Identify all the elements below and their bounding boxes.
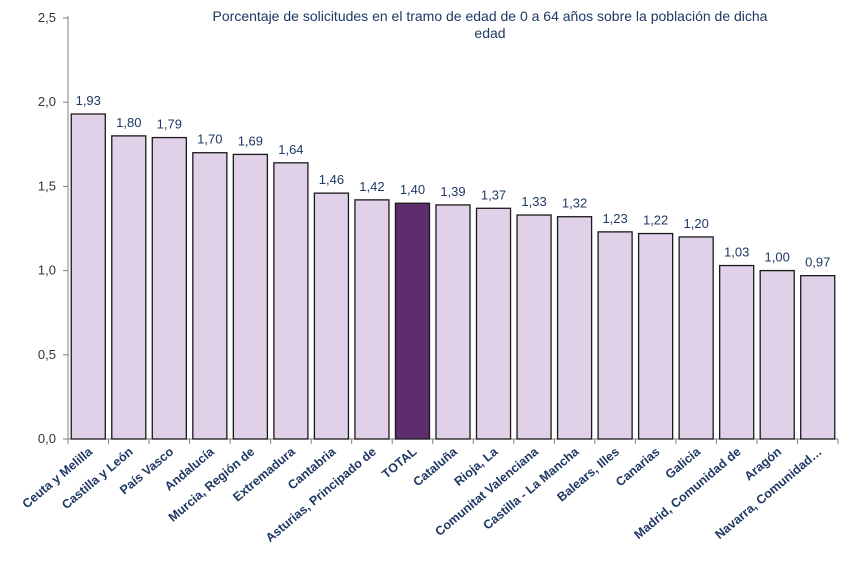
bar xyxy=(678,236,714,440)
bar xyxy=(394,202,431,440)
data-label: 1,00 xyxy=(765,250,790,265)
y-tick-label: 1,0 xyxy=(38,263,56,278)
data-label: 1,32 xyxy=(562,196,587,211)
bar xyxy=(232,153,269,440)
x-tick-label: Castilla y León xyxy=(59,445,136,512)
data-label: 1,46 xyxy=(319,172,344,187)
bar xyxy=(192,152,228,440)
data-label: 1,20 xyxy=(684,216,709,231)
bar xyxy=(435,204,471,440)
data-label: 1,40 xyxy=(400,182,425,197)
bar xyxy=(556,216,593,440)
bar xyxy=(516,214,552,440)
y-tick-label: 0,0 xyxy=(38,431,56,446)
chart-title-line-2: edad xyxy=(474,25,506,41)
data-label: 1,22 xyxy=(643,213,668,228)
bar xyxy=(313,192,350,440)
bar xyxy=(273,162,309,440)
data-label: 1,93 xyxy=(76,93,101,108)
x-tick-label: Cataluña xyxy=(410,444,460,489)
data-label: 1,33 xyxy=(521,194,546,209)
bar xyxy=(151,136,187,440)
data-label: 1,23 xyxy=(602,211,627,226)
data-label: 1,42 xyxy=(359,179,384,194)
bar xyxy=(719,264,755,440)
bar xyxy=(475,207,512,440)
bar xyxy=(759,269,795,440)
data-label: 1,80 xyxy=(116,115,141,130)
data-label: 0,97 xyxy=(805,255,830,270)
bar xyxy=(354,199,390,440)
bar xyxy=(111,135,147,440)
chart-value-labels: 1,93 1,80 1,79 1,70 1,69 1,64 1,46 1,42 1,40 1,39… xyxy=(76,93,831,270)
chart-bars xyxy=(70,113,836,440)
bar xyxy=(70,113,106,440)
data-label: 1,03 xyxy=(724,245,749,260)
chart-title-line-1: Porcentaje de solicitudes en el tramo de… xyxy=(212,8,768,24)
data-label: 1,79 xyxy=(157,117,182,132)
y-tick-label: 1,5 xyxy=(38,178,56,193)
x-tick-label: Canarias xyxy=(613,445,662,490)
data-label: 1,64 xyxy=(278,142,303,157)
data-label: 1,37 xyxy=(481,187,506,202)
data-label: 1,39 xyxy=(440,184,465,199)
data-label: 1,70 xyxy=(197,132,222,147)
data-label: 1,69 xyxy=(238,133,263,148)
bar xyxy=(597,231,633,440)
y-tick-label: 2,0 xyxy=(38,94,56,109)
x-tick-label: Ceuta y Melilla xyxy=(20,444,96,511)
bar xyxy=(800,275,836,440)
y-tick-label: 0,5 xyxy=(38,347,56,362)
bar xyxy=(637,232,674,440)
y-tick-label: 2,5 xyxy=(38,10,56,25)
